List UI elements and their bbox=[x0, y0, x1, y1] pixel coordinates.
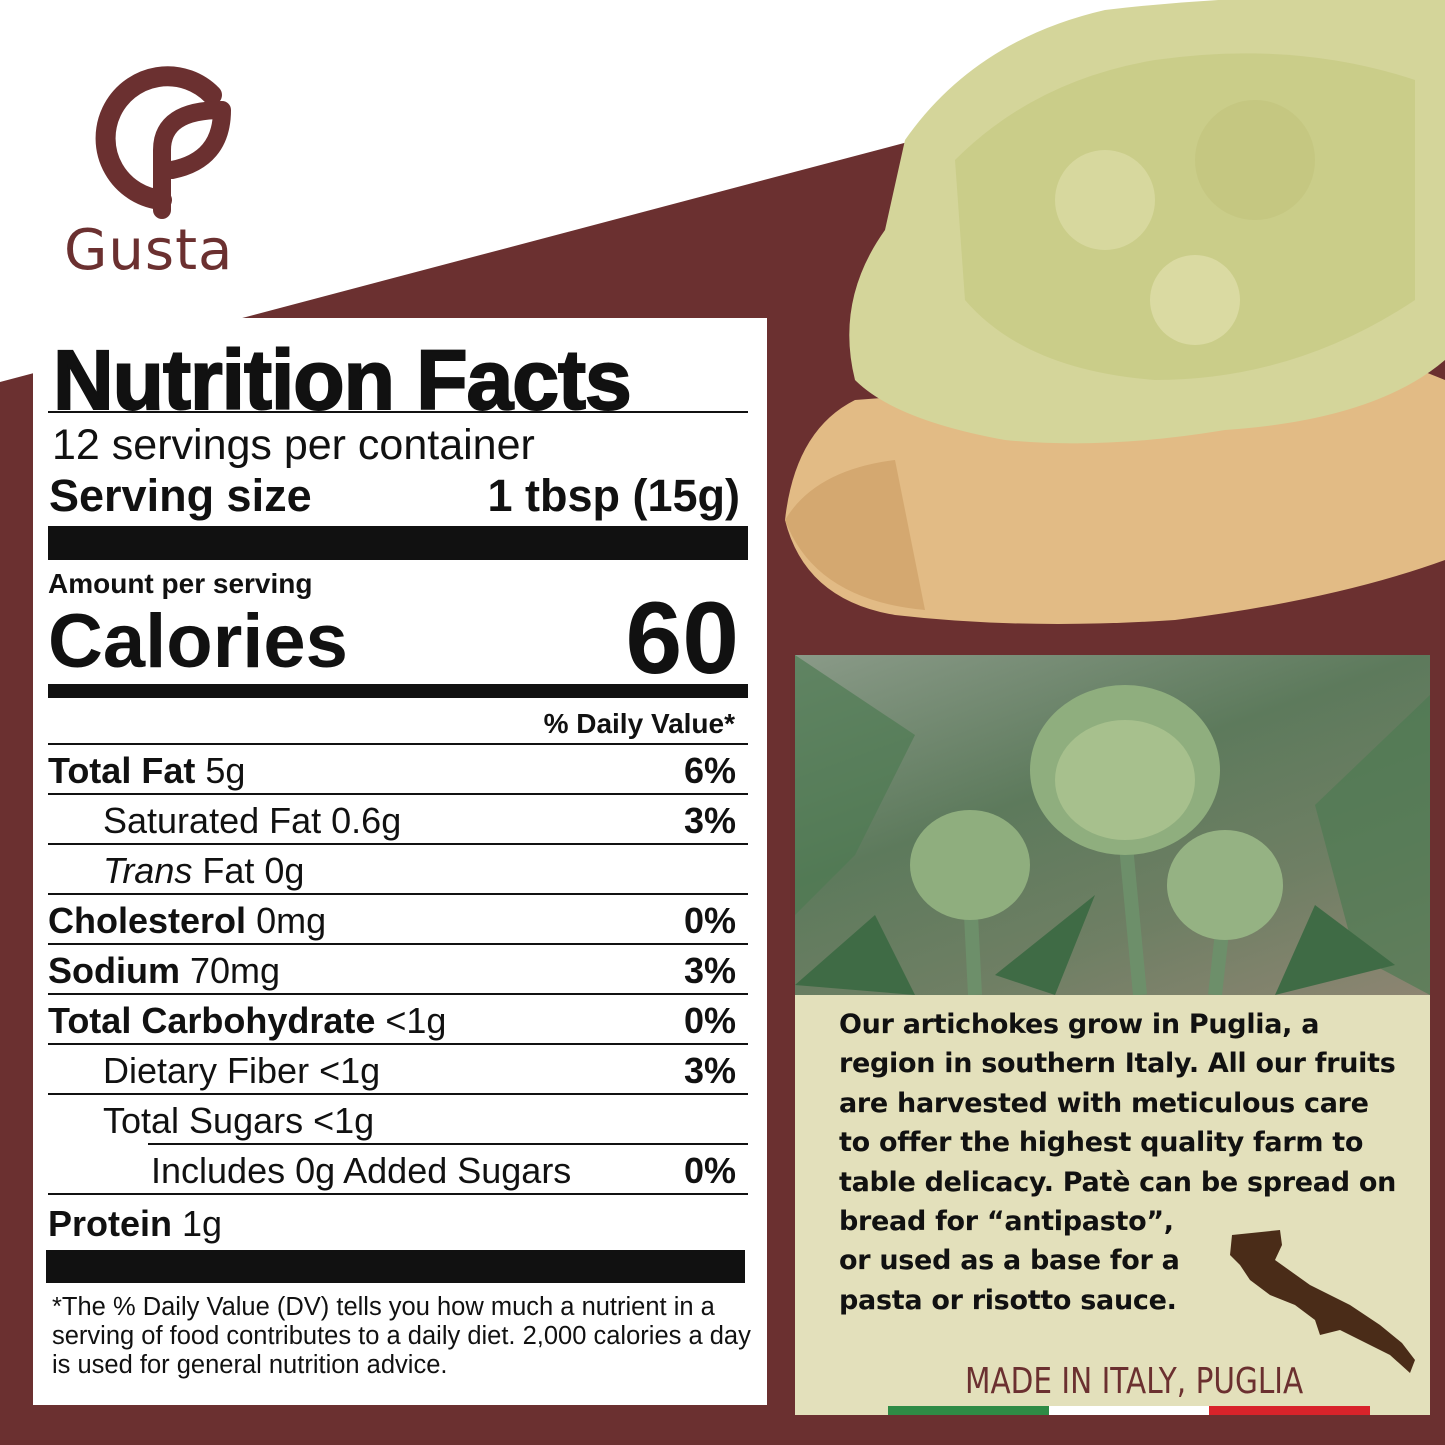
nutrient-dv: 3% bbox=[683, 950, 736, 991]
nutrient-row-protein: Protein 1g bbox=[48, 1198, 748, 1248]
nutrient-amount: <1g bbox=[385, 1000, 447, 1041]
nutrient-label: Includes 0g Added Sugars bbox=[151, 1150, 572, 1191]
description-line: pasta or risotto sauce. bbox=[839, 1284, 1177, 1316]
origin-description: Our artichokes grow in Puglia, a region … bbox=[839, 1005, 1396, 1320]
nutrient-label: Saturated Fat bbox=[103, 800, 322, 841]
description-line: are harvested with meticulous care bbox=[839, 1087, 1369, 1119]
nutrient-row-saturated-fat: Saturated Fat 0.6g 3% bbox=[48, 795, 748, 845]
nutrient-row-total-fat: Total Fat 5g 6% bbox=[48, 745, 748, 795]
nutrient-label: Total Carbohydrate bbox=[48, 1000, 376, 1041]
flag-red bbox=[1209, 1406, 1371, 1415]
italian-flag-stripe bbox=[888, 1406, 1371, 1415]
description-line: bread for “antipasto”, bbox=[839, 1206, 1174, 1238]
nutrient-dv: 3% bbox=[683, 1050, 736, 1091]
nutrient-dv: 6% bbox=[683, 750, 736, 791]
gusta-logo bbox=[95, 66, 231, 219]
nutrient-dv: 0% bbox=[683, 1000, 736, 1041]
daily-value-footnote: *The % Daily Value (DV) tells you how mu… bbox=[52, 1293, 751, 1379]
divider bbox=[48, 411, 748, 413]
nutrient-amount: 70mg bbox=[190, 950, 281, 991]
nutrient-amount: <1g bbox=[313, 1100, 375, 1141]
nutrient-row-cholesterol: Cholesterol 0mg 0% bbox=[48, 895, 748, 945]
nutrient-amount: <1g bbox=[319, 1050, 381, 1091]
flag-green bbox=[888, 1406, 1049, 1415]
servings-per-container: 12 servings per container bbox=[52, 421, 535, 469]
nutrient-row-sodium: Sodium 70mg 3% bbox=[48, 945, 748, 995]
daily-value-header: % Daily Value* bbox=[543, 708, 735, 739]
nutrient-amount: 5g bbox=[205, 750, 246, 791]
description-line: Our artichokes grow in Puglia, a bbox=[839, 1009, 1320, 1040]
nutrient-amount: Fat 0g bbox=[202, 850, 305, 891]
amount-per-serving: Amount per serving bbox=[48, 568, 313, 599]
description-line: to offer the highest quality farm to bbox=[839, 1127, 1364, 1159]
made-in-label: MADE IN ITALY, PUGLIA bbox=[965, 1361, 1304, 1402]
serving-size-value: 1 tbsp (15g) bbox=[487, 470, 740, 521]
nutrient-label: Dietary Fiber bbox=[103, 1050, 310, 1091]
calories-value: 60 bbox=[625, 581, 739, 695]
nutrition-title: Nutrition Facts bbox=[52, 332, 633, 428]
nutrient-dv: 0% bbox=[683, 1150, 736, 1191]
thick-divider bbox=[48, 684, 748, 698]
pate-on-bread-photo bbox=[785, 0, 1445, 624]
nutrient-row-added-sugars: Includes 0g Added Sugars 0% bbox=[48, 1145, 748, 1195]
description-line: or used as a base for a bbox=[839, 1245, 1180, 1277]
nutrient-label: Sodium bbox=[48, 950, 180, 991]
thick-divider bbox=[48, 526, 748, 560]
nutrient-row-total-carbohydrate: Total Carbohydrate <1g 0% bbox=[48, 995, 748, 1045]
nutrient-dv: 3% bbox=[683, 800, 736, 841]
nutrient-label: Total Fat bbox=[48, 750, 196, 791]
nutrient-label: Trans bbox=[103, 850, 193, 891]
nutrient-row-trans-fat: Trans Fat 0g bbox=[48, 845, 748, 895]
nutrition-facts-panel: Nutrition Facts 12 servings per containe… bbox=[33, 318, 767, 1405]
nutrient-label: Total Sugars bbox=[103, 1100, 304, 1141]
nutrient-label: Cholesterol bbox=[48, 900, 247, 941]
description-line: table delicacy. Patè can be spread on bbox=[839, 1166, 1397, 1198]
flag-white bbox=[1048, 1406, 1210, 1415]
divider bbox=[148, 1143, 748, 1145]
description-line: region in southern Italy. All our fruits bbox=[839, 1048, 1396, 1080]
serving-size-label: Serving size bbox=[49, 470, 312, 521]
brand-name: Gusta bbox=[64, 218, 234, 283]
nutrient-amount: 0mg bbox=[256, 900, 327, 941]
nutrient-row-total-sugars: Total Sugars <1g bbox=[48, 1095, 748, 1145]
divider bbox=[48, 743, 748, 745]
nutrient-amount: 1g bbox=[182, 1203, 223, 1244]
origin-info-box: Our artichokes grow in Puglia, a region … bbox=[795, 995, 1430, 1415]
nutrient-amount: 0.6g bbox=[331, 800, 402, 841]
nutrient-label: Protein bbox=[48, 1203, 173, 1244]
puglia-map-icon bbox=[1230, 1230, 1415, 1373]
artichoke-plant-photo bbox=[795, 655, 1430, 995]
calories-label: Calories bbox=[48, 599, 348, 684]
nutrient-row-dietary-fiber: Dietary Fiber <1g 3% bbox=[48, 1045, 748, 1095]
thick-divider bbox=[46, 1250, 745, 1283]
nutrient-dv: 0% bbox=[683, 900, 736, 941]
